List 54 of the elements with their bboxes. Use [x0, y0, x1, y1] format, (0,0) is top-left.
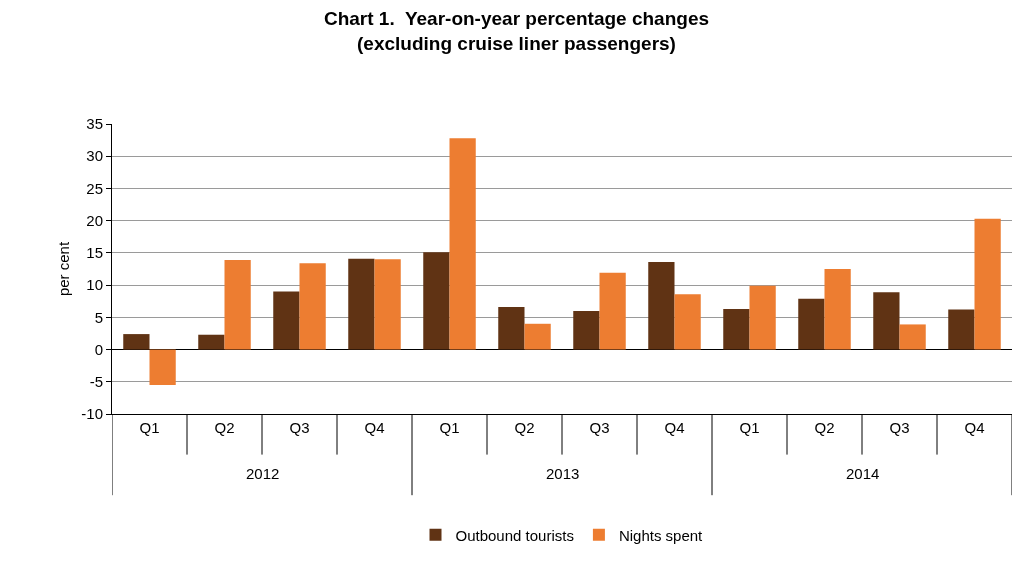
x-tick-label: Q4 — [664, 419, 685, 436]
x-tick-label: Q1 — [439, 419, 460, 436]
bar — [648, 261, 675, 350]
x-tick-label: Q2 — [214, 419, 235, 436]
y-tick-label: 20 — [86, 211, 103, 229]
y-tick-label: 15 — [86, 244, 103, 262]
bar — [824, 269, 851, 350]
x-tick-label: Q3 — [589, 419, 610, 436]
y-tick-label: -5 — [89, 373, 103, 391]
y-tick-label: 35 — [86, 115, 103, 133]
y-tick-label: -10 — [81, 405, 103, 423]
x-tick-label: Q3 — [289, 419, 310, 436]
x-tick-label: Q2 — [514, 419, 535, 436]
bar — [749, 285, 776, 350]
bar — [198, 334, 225, 350]
y-tick-label: 0 — [94, 340, 103, 358]
y-tick-label: 25 — [86, 179, 103, 197]
x-tick-label: Q2 — [814, 419, 835, 436]
bar — [723, 308, 750, 350]
bar — [948, 309, 975, 350]
bar — [873, 292, 900, 350]
bar — [299, 263, 326, 350]
bar — [273, 291, 300, 350]
x-tick-label: Q1 — [739, 419, 760, 436]
y-tick-label: 10 — [86, 276, 103, 294]
y-tick-label: 5 — [94, 308, 103, 326]
text: 2012 — [246, 465, 280, 482]
y-axis-title: per cent — [54, 241, 72, 297]
bar — [348, 258, 375, 350]
chart-title: Chart 1. Year-on-year percentage changes — [323, 8, 710, 30]
bar — [524, 323, 551, 350]
x-tick-label: Q1 — [139, 419, 160, 436]
legend-label: Outbound tourists — [455, 526, 574, 544]
bar — [899, 324, 926, 350]
bar — [449, 138, 476, 350]
x-tick-label: Q4 — [964, 419, 985, 436]
bar — [974, 218, 1001, 350]
bar — [149, 349, 176, 385]
x-tick-label: Q4 — [364, 419, 385, 436]
bar — [374, 259, 401, 350]
bar — [224, 259, 251, 350]
bar — [798, 298, 825, 350]
bar — [123, 334, 150, 350]
bar — [674, 294, 701, 350]
bar — [599, 272, 626, 350]
text: 2013 — [546, 465, 580, 482]
text: 2014 — [846, 465, 880, 482]
x-tick-label: Q3 — [889, 419, 910, 436]
bar — [573, 310, 600, 350]
bar — [423, 252, 450, 350]
y-tick-label: 30 — [86, 147, 103, 165]
bar — [498, 307, 525, 350]
chart-subtitle: (excluding cruise liner passengers) — [357, 33, 676, 55]
legend-label: Nights spent — [618, 526, 704, 544]
